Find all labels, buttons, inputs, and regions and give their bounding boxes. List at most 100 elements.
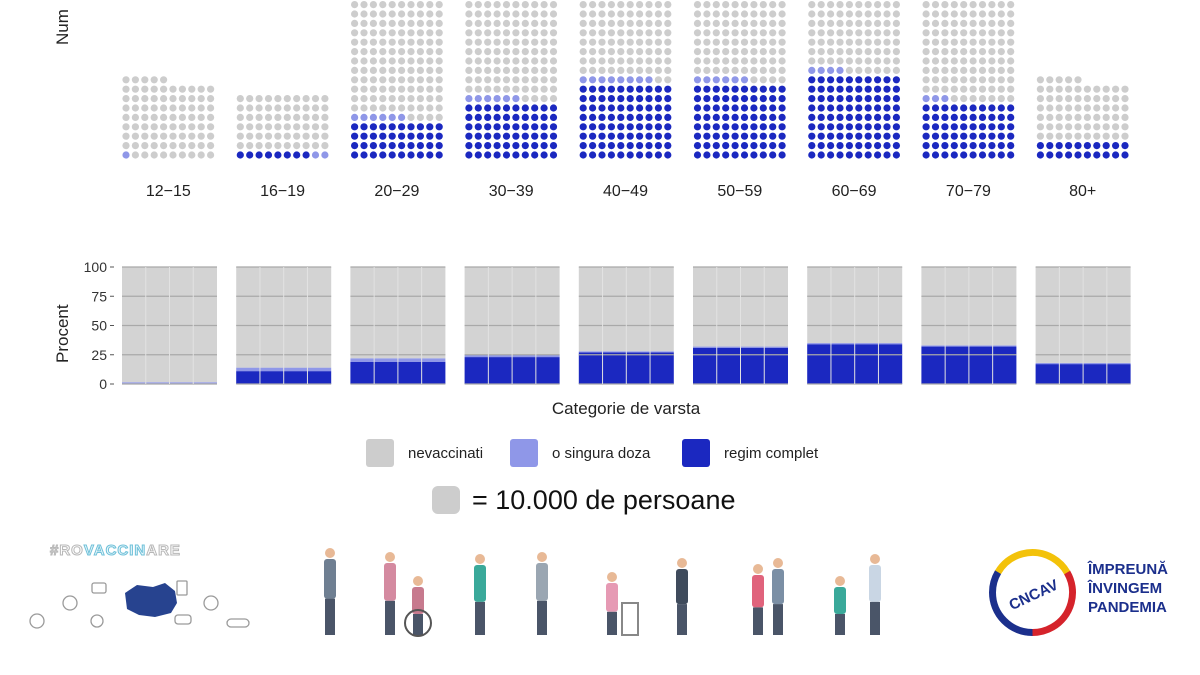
waffle-dot-nevaccinati: [1121, 132, 1129, 140]
waffle-dot-nevaccinati: [1046, 104, 1054, 112]
slogan: ÎMPREUNĂ ÎNVINGEM PANDEMIA: [1088, 560, 1168, 617]
waffle-dot-regim-complet: [750, 95, 758, 103]
waffle-dot-regim-complet: [645, 123, 653, 131]
waffle-dot-nevaccinati: [892, 66, 901, 74]
waffle-dot-nevaccinati: [274, 95, 282, 103]
waffle-dot-nevaccinati: [549, 1, 558, 9]
waffle-dot-regim-complet: [892, 123, 901, 131]
waffle-dot-regim-complet: [540, 151, 548, 159]
waffle-dot-nevaccinati: [817, 19, 825, 27]
waffle-dot-nevaccinati: [693, 66, 702, 74]
waffle-dot-regim-complet: [1055, 151, 1063, 159]
waffle-dot-nevaccinati: [302, 132, 310, 140]
waffle-dot-regim-complet: [750, 123, 758, 131]
waffle-dot-nevaccinati: [931, 10, 940, 18]
waffle-dot-nevaccinati: [922, 66, 930, 74]
waffle-dot-regim-complet: [874, 95, 882, 103]
bar-y-axis-title: Procent: [53, 304, 72, 363]
waffle-dot-regim-complet: [978, 142, 987, 150]
bar-panel-50-59: [693, 266, 788, 385]
waffle-dot-regim-complet: [493, 104, 501, 112]
waffle-dot-regim-complet: [845, 151, 854, 159]
waffle-dot-regim-complet: [645, 113, 653, 121]
waffle-dot-nevaccinati: [426, 10, 434, 18]
waffle-dot-regim-complet: [589, 142, 597, 150]
waffle-dot-regim-complet: [598, 123, 606, 131]
waffle-dot-nevaccinati: [759, 57, 767, 65]
waffle-dot-nevaccinati: [778, 76, 786, 84]
waffle-dot-regim-complet: [731, 142, 739, 150]
waffle-dot-nevaccinati: [416, 95, 424, 103]
waffle-dot-nevaccinati: [379, 95, 387, 103]
waffle-dot-nevaccinati: [874, 10, 882, 18]
waffle-dot-nevaccinati: [664, 1, 672, 9]
waffle-dot-regim-complet: [874, 142, 882, 150]
waffle-dot-nevaccinati: [388, 66, 396, 74]
waffle-dot-nevaccinati: [388, 38, 396, 46]
waffle-dot-nevaccinati: [150, 104, 158, 112]
waffle-dot-regim-complet: [883, 123, 891, 131]
slogan-line-3: PANDEMIA: [1088, 599, 1167, 616]
waffle-dot-nevaccinati: [521, 19, 529, 27]
waffle-dot-regim-complet: [817, 113, 825, 121]
waffle-dot-nevaccinati: [845, 19, 854, 27]
waffle-dot-regim-complet: [817, 151, 825, 159]
waffle-dot-nevaccinati: [1007, 85, 1015, 93]
waffle-dot-nevaccinati: [827, 48, 835, 56]
waffle-dot-nevaccinati: [360, 76, 368, 84]
waffle-dot-regim-complet: [693, 142, 702, 150]
waffle-dot-nevaccinati: [731, 29, 739, 37]
waffle-dot-nevaccinati: [883, 10, 891, 18]
waffle-dot-regim-complet: [1007, 151, 1015, 159]
bar-panel-80+: [1035, 266, 1131, 385]
waffle-dot-nevaccinati: [502, 38, 511, 46]
waffle-dot-nevaccinati: [703, 66, 711, 74]
waffle-dot-nevaccinati: [712, 1, 720, 9]
bar-y-ticks: 0 25 50 75 100: [84, 259, 114, 392]
waffle-dot-nevaccinati: [426, 76, 434, 84]
waffle-dot-nevaccinati: [521, 57, 529, 65]
waffle-dot-nevaccinati: [502, 10, 511, 18]
waffle-dot-regim-complet: [969, 151, 977, 159]
waffle-dot-regim-complet: [997, 104, 1005, 112]
waffle-dot-nevaccinati: [778, 57, 786, 65]
waffle-dot-nevaccinati: [207, 104, 215, 112]
waffle-dot-regim-complet: [664, 104, 672, 112]
waffle-dot-nevaccinati: [484, 76, 492, 84]
legend-swatch: [510, 439, 538, 467]
waffle-dot-nevaccinati: [1112, 85, 1120, 93]
waffle-dot-nevaccinati: [1065, 123, 1073, 131]
waffle-dot-nevaccinati: [369, 19, 377, 27]
waffle-dot-regim-complet: [236, 151, 244, 159]
waffle-dot-o-singura-doza: [398, 113, 406, 121]
waffle-dot-nevaccinati: [703, 1, 711, 9]
waffle-dot-regim-complet: [693, 85, 702, 93]
waffle-dot-nevaccinati: [874, 38, 882, 46]
waffle-dot-nevaccinati: [808, 38, 816, 46]
waffle-dot-regim-complet: [426, 132, 434, 140]
waffle-dot-nevaccinati: [398, 10, 406, 18]
waffle-dot-regim-complet: [617, 123, 625, 131]
waffle-dot-nevaccinati: [636, 48, 644, 56]
waffle-dot-nevaccinati: [512, 29, 520, 37]
waffle-dot-o-singura-doza: [493, 95, 501, 103]
waffle-dot-nevaccinati: [778, 19, 786, 27]
waffle-dot-regim-complet: [941, 104, 949, 112]
waffle-dot-regim-complet: [883, 76, 891, 84]
waffle-dot-regim-complet: [769, 104, 777, 112]
waffle-dot-nevaccinati: [1007, 38, 1015, 46]
waffle-dot-o-singura-doza: [465, 95, 473, 103]
waffle-dot-nevaccinati: [740, 38, 749, 46]
waffle-dot-regim-complet: [474, 123, 482, 131]
waffle-dot-nevaccinati: [283, 104, 291, 112]
bar-panel-12-15: [122, 266, 217, 385]
waffle-dot-regim-complet: [941, 113, 949, 121]
waffle-dot-nevaccinati: [1093, 104, 1101, 112]
waffle-dot-regim-complet: [617, 142, 625, 150]
waffle-dot-nevaccinati: [293, 142, 301, 150]
waffle-dot-nevaccinati: [817, 48, 825, 56]
waffle-dot-regim-complet: [855, 142, 863, 150]
waffle-dot-nevaccinati: [1093, 85, 1101, 93]
waffle-dot-nevaccinati: [855, 1, 863, 9]
waffle-dot-nevaccinati: [769, 10, 777, 18]
